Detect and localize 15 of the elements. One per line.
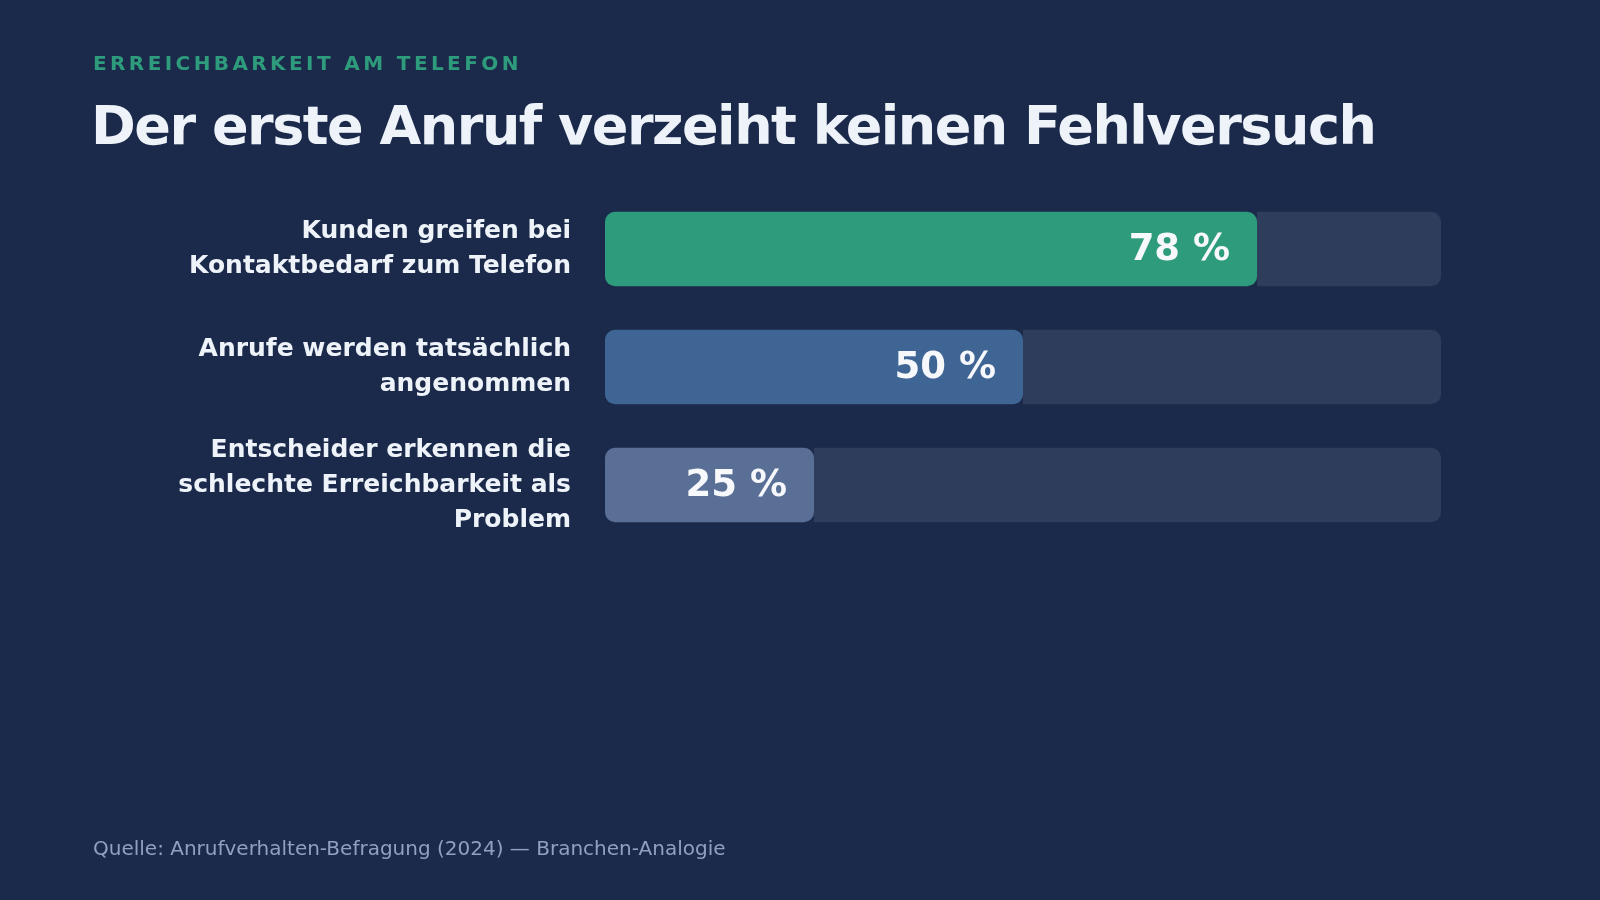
data-label: 25 %	[685, 461, 787, 505]
bar	[605, 329, 1023, 405]
y-tick-label: Entscheider erkennen die schlechte Erreichbarkeit als Problem	[178, 433, 571, 533]
bar	[814, 447, 1441, 523]
bar	[605, 211, 1258, 287]
text: ERREICHBARKEIT AM TELEFON	[93, 51, 522, 75]
chart-title: Der erste Anruf verzeiht keinen Fehlversuch	[91, 94, 1376, 157]
data-label: 78 %	[1128, 225, 1231, 269]
source-note: Quelle: Anrufverhalten-Befragung (2024) — Branchen-Analogie	[93, 836, 726, 860]
data-label: 50 %	[894, 343, 996, 387]
bar	[1023, 329, 1441, 405]
y-tick-label: Kunden greifen bei Kontaktbedarf zum Telefon	[189, 215, 571, 279]
bar	[1257, 211, 1441, 287]
y-tick-label: Anrufe werden tatsächlich angenommen	[198, 333, 571, 397]
bar	[605, 447, 814, 523]
